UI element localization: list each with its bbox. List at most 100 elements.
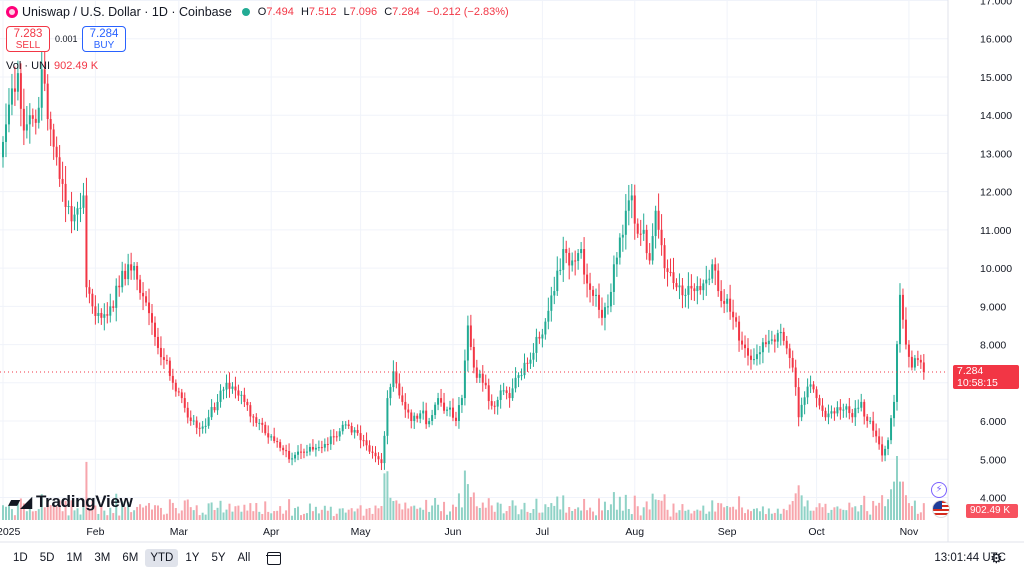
volume-bar [371,513,374,520]
volume-bar [863,495,866,520]
volume-bar [574,508,577,520]
candle-body [234,386,237,391]
range-button-1m[interactable]: 1M [66,552,83,564]
volume-bar [791,501,794,520]
volume-bar [580,510,583,520]
candle-body [773,339,776,342]
volume-bar [153,505,156,520]
candle-body [639,233,642,235]
candle-body [896,344,898,402]
volume-bar [207,503,210,520]
volume-bar [446,514,449,520]
volume-bar [681,504,684,520]
volume-bar [192,510,195,520]
candle-body [669,271,672,273]
candle-body [118,285,121,288]
candle-body [913,358,916,368]
volume-bar [151,509,153,520]
range-button-all[interactable]: All [237,552,251,564]
range-button-ytd[interactable]: YTD [145,549,179,567]
candle-body [598,294,600,310]
buy-button[interactable]: 7.284 BUY [82,26,126,52]
volume-bar [866,511,869,520]
candle-body [216,401,219,411]
candle-body [449,407,451,410]
volume-bar [142,507,145,520]
candle-body [681,285,684,296]
candle-body [574,260,577,262]
volume-bar [875,505,878,520]
volume-bar [842,509,845,520]
ohlc-values: O7.494 H7.512 L7.096 C7.284 −0.212 (−2.8… [257,6,509,18]
utc-clock[interactable]: 13:01:44 UTC [934,552,1006,564]
candle-body [171,375,174,383]
volume-bar [723,507,726,520]
logo-icon [6,6,18,18]
volume-bar [10,509,13,520]
candle-body [338,431,341,437]
candle-body [660,229,663,246]
volume-bar [240,511,243,520]
candle-body [58,157,61,179]
candle-body [580,249,583,254]
flag-icon[interactable] [932,500,950,518]
range-button-6m[interactable]: 6M [122,552,139,564]
calendar-icon[interactable] [266,551,282,565]
volume-bar [204,514,207,520]
volume-legend[interactable]: Vol · UNI 902.49 K [6,60,98,72]
candle-body [717,270,720,292]
volume-bar [133,510,136,520]
volume-bar [729,507,732,520]
volume-bar [922,503,925,520]
volume-bar [907,503,910,520]
volume-bar [294,508,297,520]
volume-bar [884,506,887,520]
symbol-title[interactable]: Uniswap / U.S. Dollar · 1D · Coinbase [22,5,232,19]
x-tick-label: Apr [263,526,280,538]
candle-body [302,451,305,453]
range-button-5d[interactable]: 5D [39,552,55,564]
volume-bar [431,505,434,520]
volume-bar [37,509,40,520]
volume-bar [517,514,520,520]
volume-bar [675,512,678,520]
y-tick-label: 8.000 [980,340,1006,352]
candle-body [204,425,207,427]
candle-body [431,415,434,422]
volume-bar [633,495,636,520]
candle-body [207,417,210,426]
candle-body [407,409,410,413]
volume-bar [600,510,603,520]
volume-bar [273,511,276,520]
candle-body [827,413,830,418]
volume-bar [630,514,633,520]
sell-button[interactable]: 7.283 SELL [6,26,50,52]
volume-bar [881,495,884,520]
candle-body [255,417,258,423]
candle-body [532,352,535,360]
candle-body [213,407,216,411]
range-button-1d[interactable]: 1D [13,552,28,564]
volume-bar [919,512,922,520]
candle-body [636,223,639,234]
volume-bar [195,505,198,520]
volume-bar [493,511,496,520]
range-button-5y[interactable]: 5Y [211,552,226,564]
volume-bar [693,510,696,520]
current-price: 7.284 [957,365,984,377]
candle-body [678,285,681,288]
volume-bar [583,498,586,520]
candle-body [329,436,332,445]
candle-body [693,288,696,292]
flash-icon[interactable]: ⚡ [931,482,947,498]
gear-icon[interactable]: ⚙ [990,550,1003,566]
range-button-3m[interactable]: 3M [94,552,111,564]
range-button-1y[interactable]: 1Y [185,552,200,564]
candle-body [434,404,437,416]
candle-body [142,292,145,297]
candle-body [821,405,824,411]
buy-price: 7.284 [89,28,119,40]
candle-body [413,415,416,422]
candle-body [490,401,493,406]
